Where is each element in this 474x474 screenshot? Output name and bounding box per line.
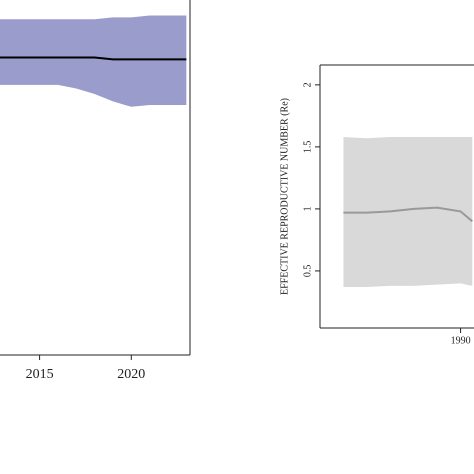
x-tick-label: 2020 <box>117 367 145 382</box>
line <box>0 56 187 61</box>
x-tick-label: 2015 <box>26 367 54 382</box>
y-axis-label: EFFECTIVE REPRODUCTIVE NUMBER (Re) <box>279 98 290 295</box>
line <box>343 206 473 223</box>
x-tick-label: 1990 <box>451 335 471 346</box>
y-tick-label: 1.5 <box>302 141 313 154</box>
y-tick-label: 2 <box>302 82 313 87</box>
confidence-band <box>343 136 473 288</box>
confidence-band <box>0 15 187 107</box>
y-tick-label: 1 <box>302 206 313 211</box>
y-tick-label: 0.5 <box>302 265 313 278</box>
